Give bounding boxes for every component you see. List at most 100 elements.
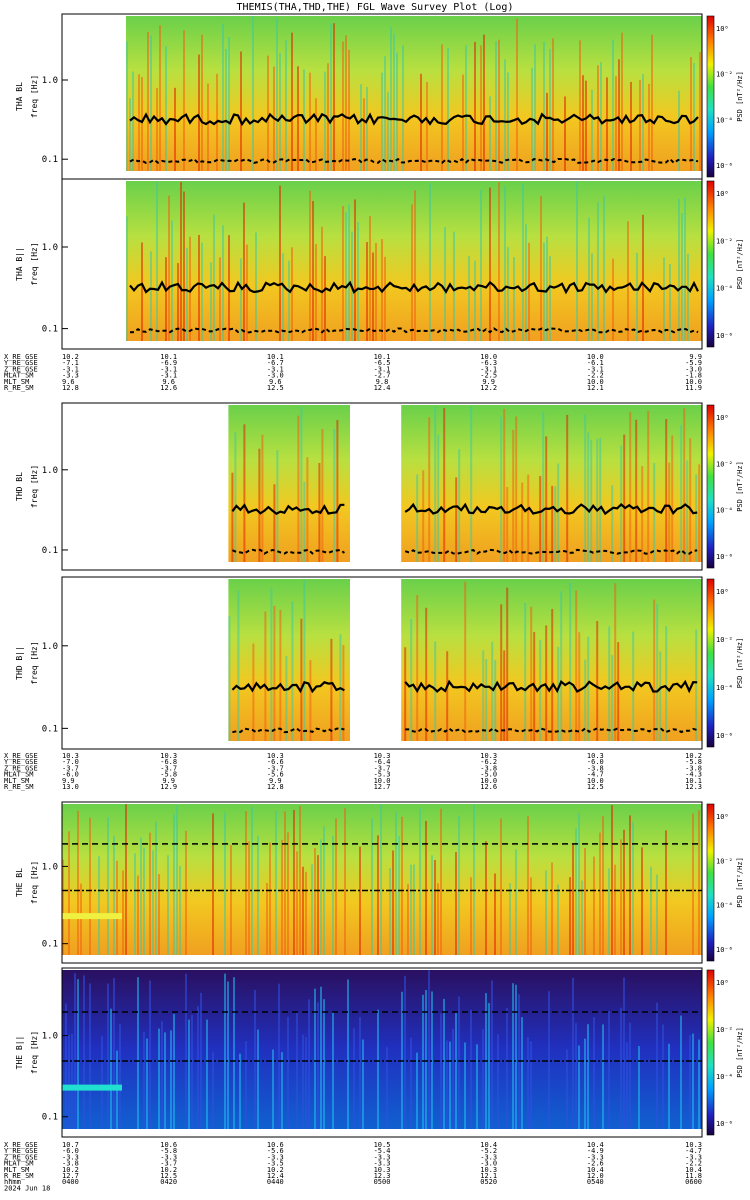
spectrogram-streak — [623, 434, 626, 562]
ylabel-unit: freq [Hz] — [30, 242, 39, 285]
spectrogram-streak — [134, 853, 136, 955]
trace-dashed — [405, 727, 698, 734]
spectrogram-streak — [495, 41, 497, 171]
ephemeris-label: Y_RE_GSE — [4, 1147, 38, 1155]
ephemeris-value: -3.3 — [374, 1160, 391, 1168]
ylabel-component: THE B|| — [15, 1036, 24, 1070]
spectrogram-streak — [422, 994, 424, 1129]
colorbar — [706, 969, 715, 1136]
spectrogram-streak — [212, 813, 214, 955]
ephemeris-value: -6.2 — [480, 758, 497, 766]
ephemeris-value: 10.1 — [267, 353, 284, 361]
spectrogram-streak — [488, 1003, 490, 1129]
spectrogram-streak — [344, 808, 346, 955]
spectrogram-streak — [527, 816, 529, 955]
ytick-label: 1.0 — [42, 466, 58, 476]
spectrogram-streak — [335, 818, 337, 955]
colorbar-label: PSD [nT²/Hz] — [736, 1027, 744, 1078]
spectrogram-streak — [494, 873, 496, 955]
spectrogram-streak — [245, 1041, 247, 1129]
ephemeris-value: -2.2 — [685, 1160, 702, 1168]
ephemeris-value: 10.0 — [480, 353, 497, 361]
spectrogram-streak — [347, 979, 349, 1129]
spectrogram-streak — [267, 55, 269, 171]
ephemeris-value: -5.9 — [685, 359, 702, 367]
spectrogram-streak — [279, 53, 281, 171]
spectrogram-streak — [315, 98, 317, 171]
spectrogram-streak — [693, 63, 695, 171]
spectrogram-streak — [443, 998, 445, 1129]
spectrogram-streak — [246, 244, 248, 341]
spectrogram-streak — [273, 605, 276, 741]
ephemeris-value: -3.0 — [480, 1160, 497, 1168]
spectrogram-streak — [173, 1013, 175, 1129]
spectrogram-streak — [690, 57, 692, 171]
ephemeris-value: -3.8 — [62, 1160, 79, 1168]
spectrogram-streak — [189, 236, 191, 341]
spectrogram-streak — [323, 999, 325, 1129]
spectrogram-streak — [165, 257, 167, 341]
spectrogram-streak — [404, 647, 407, 741]
spectrogram-streak — [159, 25, 161, 171]
spectrogram-streak — [245, 811, 247, 955]
date-label: 2024 Jun 18 — [4, 1184, 50, 1192]
spectrogram-streak — [293, 809, 295, 955]
spectrogram-streak — [695, 629, 698, 741]
spectrogram-streak — [332, 835, 334, 955]
spectrogram-streak — [698, 810, 700, 955]
spectrogram-streak — [186, 247, 188, 341]
colorbar — [706, 578, 715, 748]
spectrogram-streak — [207, 83, 209, 171]
spectrogram-streak — [327, 63, 329, 171]
colorbar-tick-label: 10⁻² — [716, 636, 733, 644]
spectrogram-streak — [83, 975, 85, 1129]
ephemeris-value: -6.0 — [62, 1147, 79, 1155]
trace-solid — [404, 502, 698, 516]
ephemeris-value: -3.0 — [685, 365, 702, 373]
spectrogram-streak — [635, 419, 638, 562]
spectrogram-streak — [506, 1008, 508, 1129]
spectrogram-streak — [312, 200, 314, 341]
spectrogram-streak — [629, 1022, 631, 1129]
spectrogram-streak — [614, 583, 617, 741]
spectrogram-streak — [453, 231, 455, 341]
colorbar-tick-label: 10⁻⁴ — [716, 116, 733, 124]
ephemeris-value: -7.0 — [62, 758, 79, 766]
ephemeris-value: 10.5 — [374, 1141, 391, 1149]
ylabel-unit: freq [Hz] — [30, 465, 39, 508]
spectrogram-streak — [564, 96, 566, 171]
spectrogram-streak — [578, 813, 580, 955]
ephemeris-label: Y_RE_GSE — [4, 758, 38, 766]
ephemeris-value: 0400 — [62, 1178, 79, 1186]
spectrogram-streak — [500, 416, 503, 562]
spectrogram-streak — [299, 806, 301, 955]
spectrogram-streak — [530, 877, 532, 955]
spectrogram-streak — [587, 432, 590, 562]
trace-solid — [129, 280, 699, 295]
spectrogram-streak — [227, 981, 229, 1129]
spectrogram-streak — [393, 33, 395, 171]
colorbar-label: PSD [nT²/Hz] — [736, 638, 744, 689]
ephemeris-label: Z_RE_GSE — [4, 1153, 38, 1161]
spectrogram-streak — [372, 252, 374, 341]
ephemeris-value: 12.2 — [480, 384, 497, 392]
spectrogram-streak — [201, 34, 203, 171]
spectrogram-streak — [630, 81, 632, 171]
spectrogram-streak — [264, 611, 267, 741]
spectrogram-streak — [411, 204, 413, 341]
spectrogram-streak — [665, 626, 668, 741]
colorbar-tick-label: 10⁻² — [716, 1026, 733, 1034]
spectrogram-streak — [683, 408, 686, 562]
spectrogram-streak — [458, 815, 460, 955]
ephemeris-value: -3.7 — [160, 764, 177, 772]
spectrogram-streak — [185, 830, 187, 955]
ephemeris-value: 10.3 — [267, 752, 284, 760]
spectrogram-streak — [441, 44, 443, 171]
spectrogram-streak — [119, 1023, 121, 1129]
spectrogram-streak — [360, 84, 362, 171]
spectrogram-streak — [68, 1035, 70, 1129]
spectrogram-streak — [680, 1015, 682, 1129]
spectrogram-streak — [494, 660, 497, 741]
ephemeris-value: 0520 — [480, 1178, 497, 1186]
ephemeris-value: -3.3 — [267, 1153, 284, 1161]
